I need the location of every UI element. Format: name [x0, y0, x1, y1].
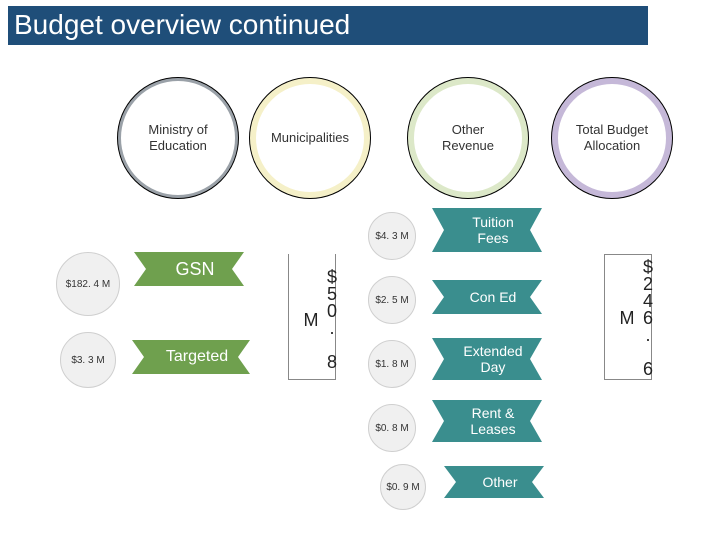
value-bubble: $182. 4 M [56, 252, 120, 316]
chip-targeted: Targeted [132, 340, 250, 374]
value-bubble: $2. 5 M [368, 276, 416, 324]
value-bubble: $4. 3 M [368, 212, 416, 260]
value-bubble: $0. 8 M [368, 404, 416, 452]
value-bubble: $3. 3 M [60, 332, 116, 388]
page-title: Budget overview continued [8, 6, 648, 45]
chip-gsn: GSN [134, 252, 244, 286]
ring-other-revenue-label: OtherRevenue [420, 90, 516, 186]
value-bubble: $1. 8 M [368, 340, 416, 388]
total-bar-left-label: $50. 8M [300, 258, 342, 378]
chip-coned: Con Ed [432, 280, 542, 314]
ring-total-budget-label: Total BudgetAllocation [564, 90, 660, 186]
chip-other: Other [444, 466, 544, 498]
ring-ministry-label: Ministry ofEducation [130, 90, 226, 186]
total-bar-right-label: $246. 6M [616, 256, 658, 376]
ring-municipalities-label: Municipalities [262, 90, 358, 186]
chip-tuition: TuitionFees [432, 208, 542, 252]
chip-rent: Rent &Leases [432, 400, 542, 442]
chip-extday: ExtendedDay [432, 338, 542, 380]
value-bubble: $0. 9 M [380, 464, 426, 510]
